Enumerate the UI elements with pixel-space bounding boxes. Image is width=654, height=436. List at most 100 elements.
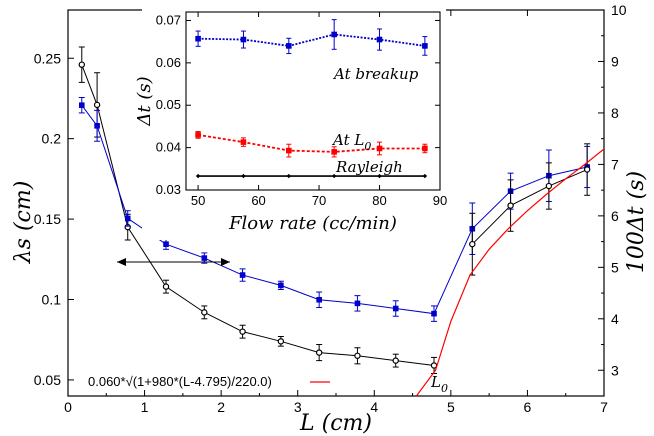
label-at-breakup: At breakup [332,65,419,83]
data-point [78,102,85,109]
inset-y-tick-label: 0.05 [156,97,181,112]
data-point [316,296,322,303]
y-right-tick-label: 6 [611,208,619,224]
inset-data-point [195,173,201,179]
x-tick-label: 3 [294,399,302,415]
data-point [201,255,208,261]
inset-data-point [331,173,337,179]
arrow-head-left [117,258,126,266]
series-2 [469,143,591,276]
y-right-tick-label: 9 [611,53,619,69]
inset-data-point [422,43,428,49]
inset-data-point [377,173,382,179]
x-tick-label: 2 [217,399,225,415]
data-point [93,101,101,109]
fit-curve [415,148,604,396]
main-series-group [78,46,604,396]
y-right-tick-label: 10 [611,2,627,18]
series-1 [78,96,591,322]
inset-frame [185,11,441,191]
x-tick-label: 7 [600,399,608,415]
data-point [354,300,361,307]
data-point [507,202,514,209]
series-3 [415,148,604,396]
y-right-tick-label: 3 [611,362,619,378]
x-tick-label: 4 [370,399,378,415]
inset-y-axis-title: Δt (s) [134,76,155,126]
inset-data-point [286,43,292,49]
inset-series-2 [195,173,428,179]
y-left-tick-label: 0.1 [42,292,62,308]
y-right-axis-title: 100Δt (s) [624,171,649,273]
data-point [239,328,246,335]
x-tick-label: 0 [64,399,72,415]
x-tick-label: 6 [524,399,532,415]
inset-x-tick-label: 90 [433,193,447,208]
l0-letter: L [430,373,441,391]
legend-label: 0.060*√(1+980*(L-4.795)/220.0) [88,374,272,389]
data-point [583,166,591,173]
y-left-axis-title: λs (cm) [11,181,36,265]
inset-data-point [331,149,337,155]
inset-data-point [422,173,428,179]
label-at-l0-main: At L [331,131,364,149]
data-point [94,123,100,129]
inset-y-tick-label: 0.07 [156,12,181,27]
inset-data-point [195,132,201,138]
legend: 0.060*√(1+980*(L-4.795)/220.0) [88,374,330,389]
data-point [392,305,399,312]
label-rayleigh: Rayleigh [335,158,403,176]
y-right-tick-label: 5 [611,259,619,275]
x-tick-label: 5 [447,399,455,415]
series-0 [78,46,438,374]
arrow-head-right [221,258,230,266]
data-point [392,357,399,364]
data-point [163,241,169,247]
data-point [354,352,361,359]
inset-x-tick-label: 60 [251,193,265,208]
y-left-tick-label: 0.05 [34,372,61,388]
inset-data-point [195,35,201,42]
y-left-tick-label: 0.2 [42,131,62,147]
data-point [78,61,85,68]
inset-data-point [376,36,383,43]
data-point [277,338,285,345]
inset-data-point [422,145,428,152]
inset-data-point [241,173,246,179]
data-point [430,362,438,369]
inset-data-point [286,173,292,179]
y-left-tick-label: 0.25 [34,50,61,66]
data-point [239,272,246,278]
data-point [469,240,476,248]
double-arrow-annotation [117,258,230,266]
l0-annotation: L0 [430,373,448,395]
data-point [162,283,170,290]
data-point [278,282,284,289]
inset-plot: 50 60 70 80 90 0.03 0.04 0.05 0.06 0.07 Flow rate … [134,4,447,240]
label-at-l0: At L0 [331,131,371,153]
data-point [431,310,437,317]
y-right-tick-label: 4 [611,311,619,327]
inset-series-line [197,134,425,153]
inset-x-tick-label: 50 [191,193,205,208]
inset-data-point [331,31,337,38]
x-tick-label: 1 [141,399,149,415]
data-point [201,309,208,316]
inset-y-tick-label: 0.04 [156,140,181,155]
label-at-l0-subscript: 0 [364,140,371,153]
inset-data-point [286,147,292,154]
x-axis-title: L (cm) [299,411,372,436]
inset-y-tick-label: 0.06 [156,55,181,70]
inset-data-point [376,145,383,152]
data-point [315,349,323,356]
main-plot: 0 1 2 3 4 5 6 7 0.05 0.1 0.15 0.2 0.25 3 4 5 6 7 8 9 10 L (cm… [11,2,649,436]
data-point [545,182,553,190]
l0-subscript: 0 [441,382,448,395]
data-point [124,215,131,222]
inset-series-1 [195,131,428,158]
inset-data-point [240,36,247,43]
inset-data-point [240,139,247,145]
y-right-tick-label: 7 [611,156,619,172]
inset-x-tick-label: 70 [312,193,326,208]
